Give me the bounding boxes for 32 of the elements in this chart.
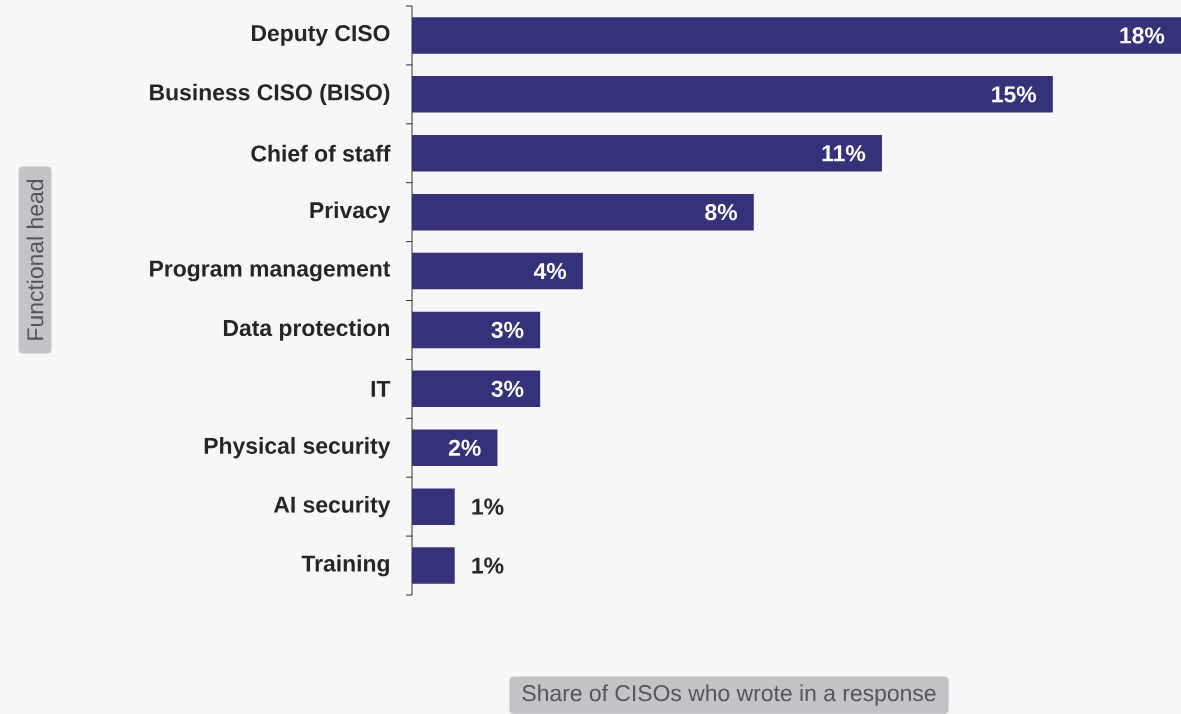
data-label: 3% (491, 321, 524, 339)
data-label: 3% (491, 380, 524, 397)
y-tick-label: Program management (150, 260, 391, 282)
bar (412, 488, 455, 525)
bar (412, 370, 541, 408)
y-tick-label: Training (301, 554, 389, 577)
bar (412, 135, 882, 172)
y-tick-label: Privacy (310, 201, 391, 223)
y-tick-label: Deputy CISO (251, 25, 390, 46)
data-label: 1% (472, 557, 504, 574)
bar (412, 252, 583, 290)
bar (412, 547, 455, 584)
data-label: 4% (533, 262, 567, 280)
data-label: 1% (472, 498, 504, 515)
text: Functional head (26, 179, 44, 340)
y-tick-label: Physical security (204, 437, 391, 459)
y-tick-label: Business CISO (BISO) (150, 83, 390, 106)
text: Share of CISOs who wrote in a response (522, 684, 936, 706)
bar (412, 193, 754, 231)
data-label: 11% (822, 145, 866, 162)
bar (412, 429, 498, 467)
data-label: 2% (448, 439, 481, 456)
y-tick-label: Data protection (223, 319, 390, 341)
data-label: 8% (705, 204, 737, 221)
y-tick-label: IT (371, 380, 391, 397)
y-tick-label: Chief of staff (251, 144, 391, 162)
data-label: 15% (992, 86, 1037, 103)
data-label: 18% (1120, 27, 1165, 44)
bar (412, 17, 1181, 54)
bar (412, 311, 541, 349)
bar (412, 76, 1053, 113)
y-tick-label: AI security (273, 495, 391, 518)
